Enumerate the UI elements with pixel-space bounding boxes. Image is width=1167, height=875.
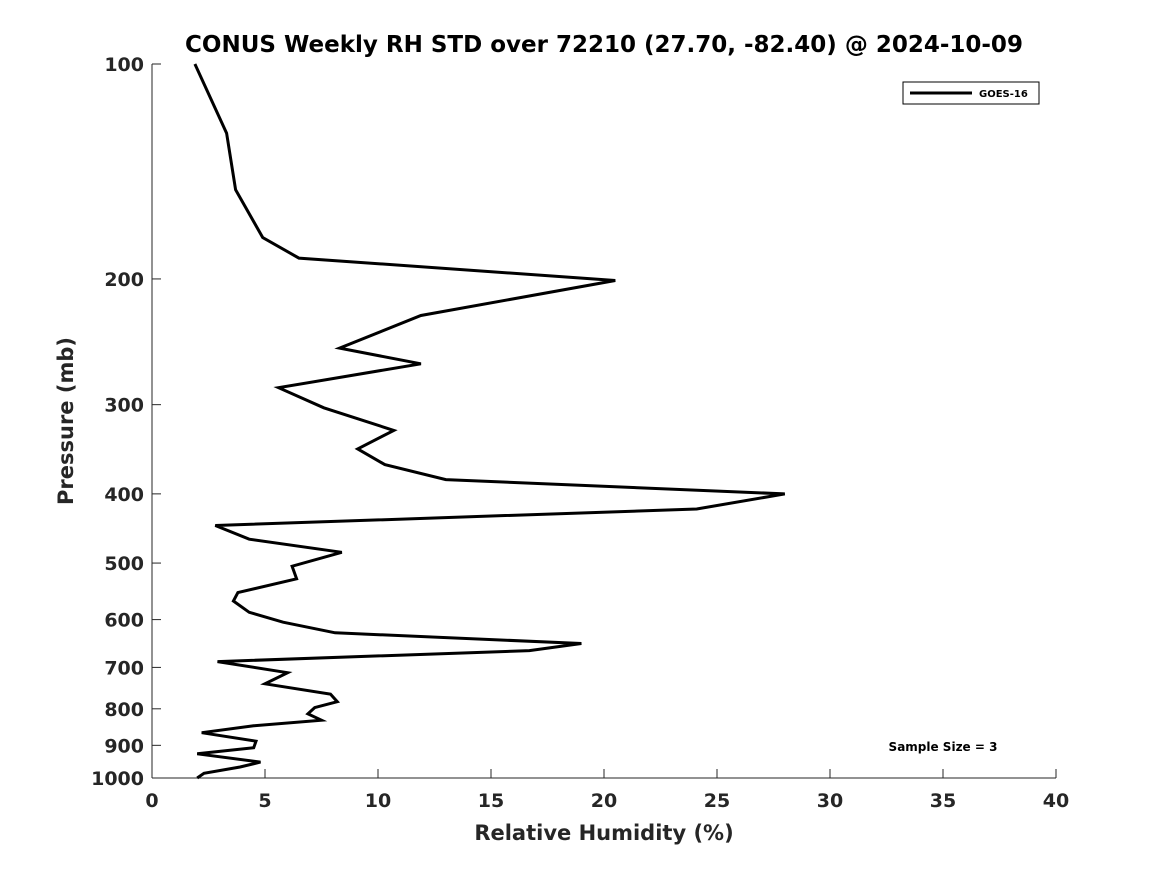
x-axis: 0 5 10 15 20 25 30 35 40: [145, 769, 1069, 812]
x-tick-label: 0: [145, 790, 158, 812]
legend: GOES-16: [902, 81, 1040, 105]
y-axis-label: Pressure (mb): [54, 337, 78, 505]
y-tick-label: 500: [104, 553, 144, 575]
x-tick-label: 10: [365, 790, 391, 812]
x-tick-label: 35: [930, 790, 956, 812]
x-tick-label: 40: [1043, 790, 1069, 812]
sample-size-annotation: Sample Size = 3: [889, 740, 998, 754]
chart-title: CONUS Weekly RH STD over 72210 (27.70, -…: [185, 32, 1023, 58]
y-tick-label: 700: [104, 657, 144, 679]
y-tick-label: 800: [104, 699, 144, 721]
y-tick-label: 600: [104, 610, 144, 632]
y-tick-label: 100: [104, 54, 144, 76]
x-tick-label: 25: [704, 790, 730, 812]
series-line-goes-16: [193, 63, 786, 780]
y-tick-label: 400: [104, 484, 144, 506]
legend-label-goes-16: GOES-16: [979, 89, 1028, 100]
y-tick-label: 1000: [91, 768, 144, 790]
y-tick-label: 900: [104, 735, 144, 757]
x-tick-label: 30: [817, 790, 843, 812]
x-tick-label: 5: [258, 790, 271, 812]
x-tick-label: 20: [591, 790, 617, 812]
y-axis: 100 200 300 400 500 600 700 800 900 1000: [91, 54, 161, 790]
y-tick-label: 300: [104, 395, 144, 417]
x-tick-label: 15: [478, 790, 504, 812]
x-axis-label: Relative Humidity (%): [474, 821, 733, 845]
y-tick-label: 200: [104, 269, 144, 291]
